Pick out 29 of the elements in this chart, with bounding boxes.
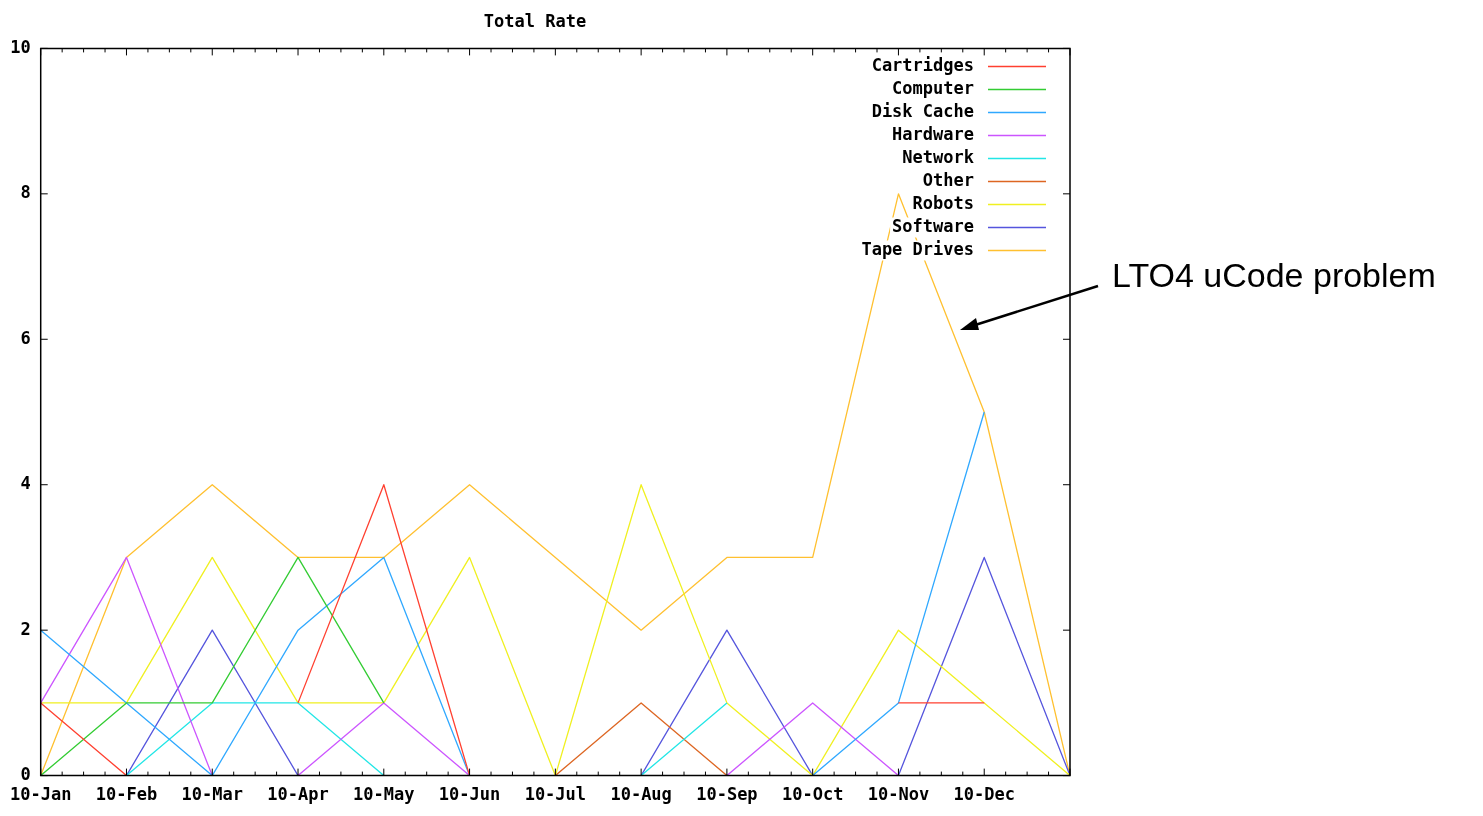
x-tick-label: 10-Nov	[867, 784, 930, 805]
x-tick-label: 10-Feb	[95, 784, 158, 805]
y-tick-label: 4	[20, 473, 31, 494]
x-tick-label: 10-Aug	[610, 784, 672, 805]
legend-label: Other	[922, 169, 974, 190]
y-tick-label: 8	[20, 182, 31, 203]
legend-label: Cartridges	[871, 54, 974, 75]
legend-label: Robots	[912, 192, 974, 213]
text: LTO4 uCode problem	[1112, 256, 1436, 295]
legend-label: Disk Cache	[871, 100, 974, 121]
x-tick-label: 10-Jul	[524, 784, 587, 805]
x-tick-label: 10-Oct	[781, 784, 844, 805]
y-tick-label: 0	[20, 764, 31, 785]
legend-label: Computer	[892, 77, 974, 98]
legend-label: Tape Drives	[861, 238, 974, 259]
x-tick-label: 10-Mar	[181, 784, 243, 805]
x-tick-label: 10-Dec	[953, 784, 1015, 805]
legend-label: Hardware	[892, 123, 974, 144]
x-tick-label: 10-Sep	[696, 784, 758, 805]
chart-title: Total Rate	[483, 10, 587, 31]
legend-label: Software	[892, 215, 974, 236]
y-tick-label: 2	[20, 618, 31, 639]
x-tick-label: 10-Jun	[438, 784, 501, 805]
y-tick-label: 10	[10, 36, 31, 57]
x-tick-label: 10-May	[353, 784, 415, 805]
x-tick-label: 10-Apr	[267, 784, 329, 805]
x-tick-label: 10-Jan	[9, 784, 72, 805]
y-tick-label: 6	[20, 327, 31, 348]
legend-label: Network	[902, 146, 974, 167]
